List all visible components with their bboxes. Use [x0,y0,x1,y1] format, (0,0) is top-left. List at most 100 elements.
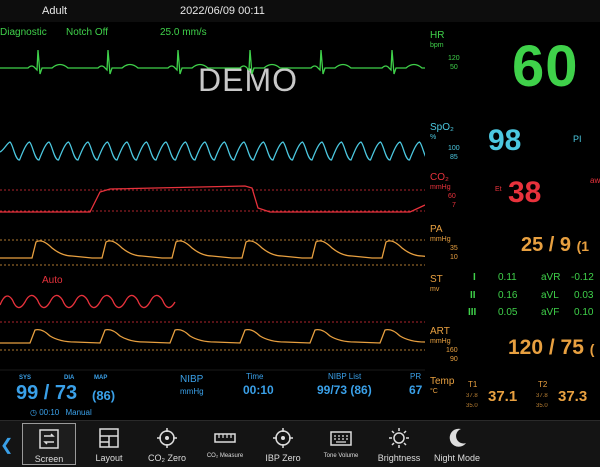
spo2-waveform [0,141,425,161]
co2-measure-button[interactable]: CO₂ Measure [198,423,252,465]
st-avl: 0.03 [574,290,594,301]
top-status-bar: Adult 2022/06/09 00:11 [0,0,600,22]
co2-channel-label[interactable]: CO₂ mmHg 60 7 [430,172,456,210]
ibp-zero-button[interactable]: IBP Zero [256,423,310,465]
pi-label: PI [573,134,582,144]
t2-lo: 35.0 [536,403,548,409]
nibp-dia-label: DIA [64,375,75,381]
st-lead-III: 0.05 [498,307,518,318]
t1-value: 37.1 [488,388,518,405]
co2-zero-button[interactable]: CO₂ Zero [140,423,194,465]
temp-unit: °C [430,388,438,395]
ecg-mode[interactable]: Diagnostic [0,27,47,38]
art-sys-dia: 120 / 75 [508,336,584,359]
co2-zero-label: CO₂ Zero [148,453,186,463]
co2-label: CO₂ [430,172,449,183]
hr-unit: bpm [430,42,444,49]
hr-channel-label[interactable]: HR bpm 120 50 [430,30,460,72]
screen-button[interactable]: Screen [22,423,76,465]
st-avr-label: aVR [541,272,561,283]
art-unit: mmHg [430,338,451,345]
nibp-sys-label: SYS [19,375,32,381]
art-scale-hi: 160 [446,347,458,354]
co2-measure-label: CO₂ Measure [206,453,244,459]
hr-label: HR [430,30,445,41]
chevron-left-icon[interactable]: ❮ [0,437,14,454]
temp-label: Temp [430,376,455,387]
co2-value[interactable]: 38 [508,176,542,209]
st-avf: 0.10 [574,307,594,318]
co2-et-label: Et [495,186,502,193]
screen-icon [39,429,59,449]
nibp-time-label: Time [246,372,264,381]
tone-volume-button[interactable]: Tone Volume [314,423,368,465]
datetime: 2022/06/09 00:11 [180,5,265,17]
spo2-value[interactable]: 98 [488,124,522,157]
t2-label: T2 [538,380,548,389]
co2-waveform [0,185,425,213]
co2-scale-hi: 60 [448,193,456,200]
st-lead-II-label: II [470,290,476,301]
co2-unit: mmHg [430,184,451,191]
art-value[interactable]: 120 / 75 ( [508,336,594,360]
st-lead-III-label: III [468,307,477,318]
nibp-mode: Manual [65,408,92,417]
ibp-zero-icon [273,428,293,448]
temp-channel-label[interactable]: Temp °C [430,376,454,396]
t1-lo: 35.0 [466,403,478,409]
hr-scale-hi: 120 [448,55,460,62]
nibp-list-value: 99/73 (86) [317,383,372,397]
co2-measure-icon [214,433,236,443]
st-avr: -0.12 [571,272,594,283]
pa-scale-lo: 10 [450,254,458,261]
nibp-unit: mmHg [180,387,204,396]
notch-setting[interactable]: Notch Off [66,27,109,38]
nibp-map: (86) [92,388,116,403]
art-scale-lo: 90 [450,356,458,363]
spo2-scale-hi: 100 [448,145,460,152]
night-mode-label: Night Mode [433,453,481,463]
co2-scale-lo: 7 [452,202,456,209]
art-mean: ( [589,341,595,357]
brightness-icon [389,428,409,448]
spo2-channel-label[interactable]: SpO₂ % 100 85 [430,122,460,162]
tone-volume-label: Tone Volume [323,453,359,459]
st-label: ST [430,274,443,285]
brightness-button[interactable]: Brightness [372,423,426,465]
st-auto-label[interactable]: Auto [42,275,63,286]
pa-scale-hi: 35 [450,245,458,252]
ecg-waveform [0,49,425,75]
nibp-time-value: 00:10 [243,383,274,397]
pa-label: PA [430,224,443,235]
pa-value[interactable]: 25 / 9 (1 [521,234,589,257]
layout-button[interactable]: Layout [82,423,136,465]
clock-icon: ◷ [30,408,37,417]
st-lead-I: 0.11 [498,272,517,283]
t1-hi: 37.8 [466,393,478,399]
hr-value[interactable]: 60 [512,34,579,99]
st-channel-label[interactable]: ST mv [430,274,443,294]
art-label: ART [430,326,450,337]
pa-mean: (1 [576,238,590,254]
night-mode-button[interactable]: Night Mode [430,423,484,465]
st-avl-label: aVL [541,290,559,301]
pa-unit: mmHg [430,236,451,243]
pa-waveform [0,240,425,259]
nibp-list-label: NIBP List [328,372,362,381]
nibp-map-label: MAP [94,375,108,381]
art-channel-label[interactable]: ART mmHg 160 90 [430,326,458,364]
nibp-pr-label: PR [410,372,422,381]
keyboard-icon [330,431,352,446]
waveform-area [0,49,425,371]
st-unit: mv [430,286,440,293]
bottom-toolbar: ❮ Screen Layout CO₂ Zero CO₂ Measure [0,420,600,467]
layout-label: Layout [95,453,123,463]
nibp-pr-value: 67 [409,383,423,397]
pa-channel-label[interactable]: PA mmHg 35 10 [430,224,458,262]
sweep-speed[interactable]: 25.0 mm/s [160,27,207,38]
t2-value: 37.3 [558,388,588,405]
patient-type[interactable]: Adult [42,5,68,17]
st-lead-I-label: I [473,272,476,283]
co2-zero-icon [157,428,177,448]
spo2-scale-lo: 85 [450,154,458,161]
